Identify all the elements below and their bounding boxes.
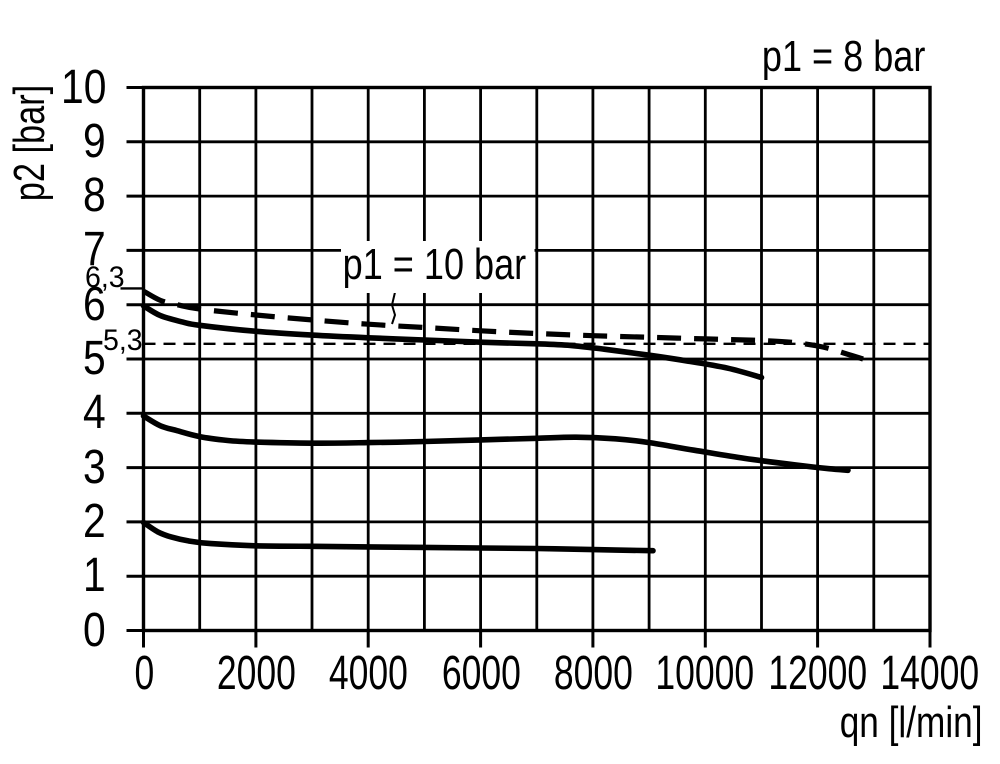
y-tick-label-4: 4 bbox=[83, 386, 106, 439]
x-axis-title-text: qn [l/min] bbox=[840, 698, 983, 747]
y-tick-label-0: 0 bbox=[83, 604, 106, 657]
y-tick-label-3: 3 bbox=[83, 441, 106, 494]
annotation-leader-line bbox=[390, 287, 397, 325]
curve-series bbox=[140, 288, 930, 554]
annotation-p1-8bar: p1 = 8 bar bbox=[761, 32, 925, 81]
x-tick-label-0: 0 bbox=[134, 647, 154, 700]
y-tick-label-6: 6 bbox=[83, 278, 106, 331]
y-tick-label-8: 8 bbox=[83, 169, 106, 222]
curve-p1-10-bar bbox=[142, 288, 864, 362]
x-tick-label-4000: 4000 bbox=[328, 647, 408, 700]
y-tick-label-2: 2 bbox=[83, 495, 106, 548]
x-tick-label-6000: 6000 bbox=[441, 647, 521, 700]
axis-tick-marks bbox=[120, 86, 932, 648]
y-tick-label-9: 9 bbox=[83, 115, 106, 168]
y-tick-label-10: 10 bbox=[60, 61, 106, 114]
x-tick-label-12000: 12000 bbox=[768, 647, 868, 700]
y-marker-5-3: 5,3 bbox=[103, 324, 143, 357]
x-tick-label-2000: 2000 bbox=[216, 647, 296, 700]
x-tick-label-10000: 10000 bbox=[655, 647, 755, 700]
y-tick-label-1: 1 bbox=[83, 549, 106, 602]
y-marker-6-3: 6,3 bbox=[85, 261, 125, 294]
x-axis-title: qn [l/min] bbox=[683, 700, 983, 746]
x-tick-label-14000: 14000 bbox=[880, 647, 980, 700]
annotation-p1-10bar: p1 = 10 bar bbox=[341, 241, 577, 293]
curve-p1-8-bar-lower-curve bbox=[140, 519, 656, 554]
y-tick-label-7: 7 bbox=[83, 223, 106, 276]
y-tick-label-5: 5 bbox=[83, 332, 106, 385]
curve-p1-8-bar-middle-curve bbox=[140, 413, 851, 474]
x-tick-label-8000: 8000 bbox=[553, 647, 633, 700]
curve-p1-8-bar-upper-curve bbox=[140, 303, 765, 381]
